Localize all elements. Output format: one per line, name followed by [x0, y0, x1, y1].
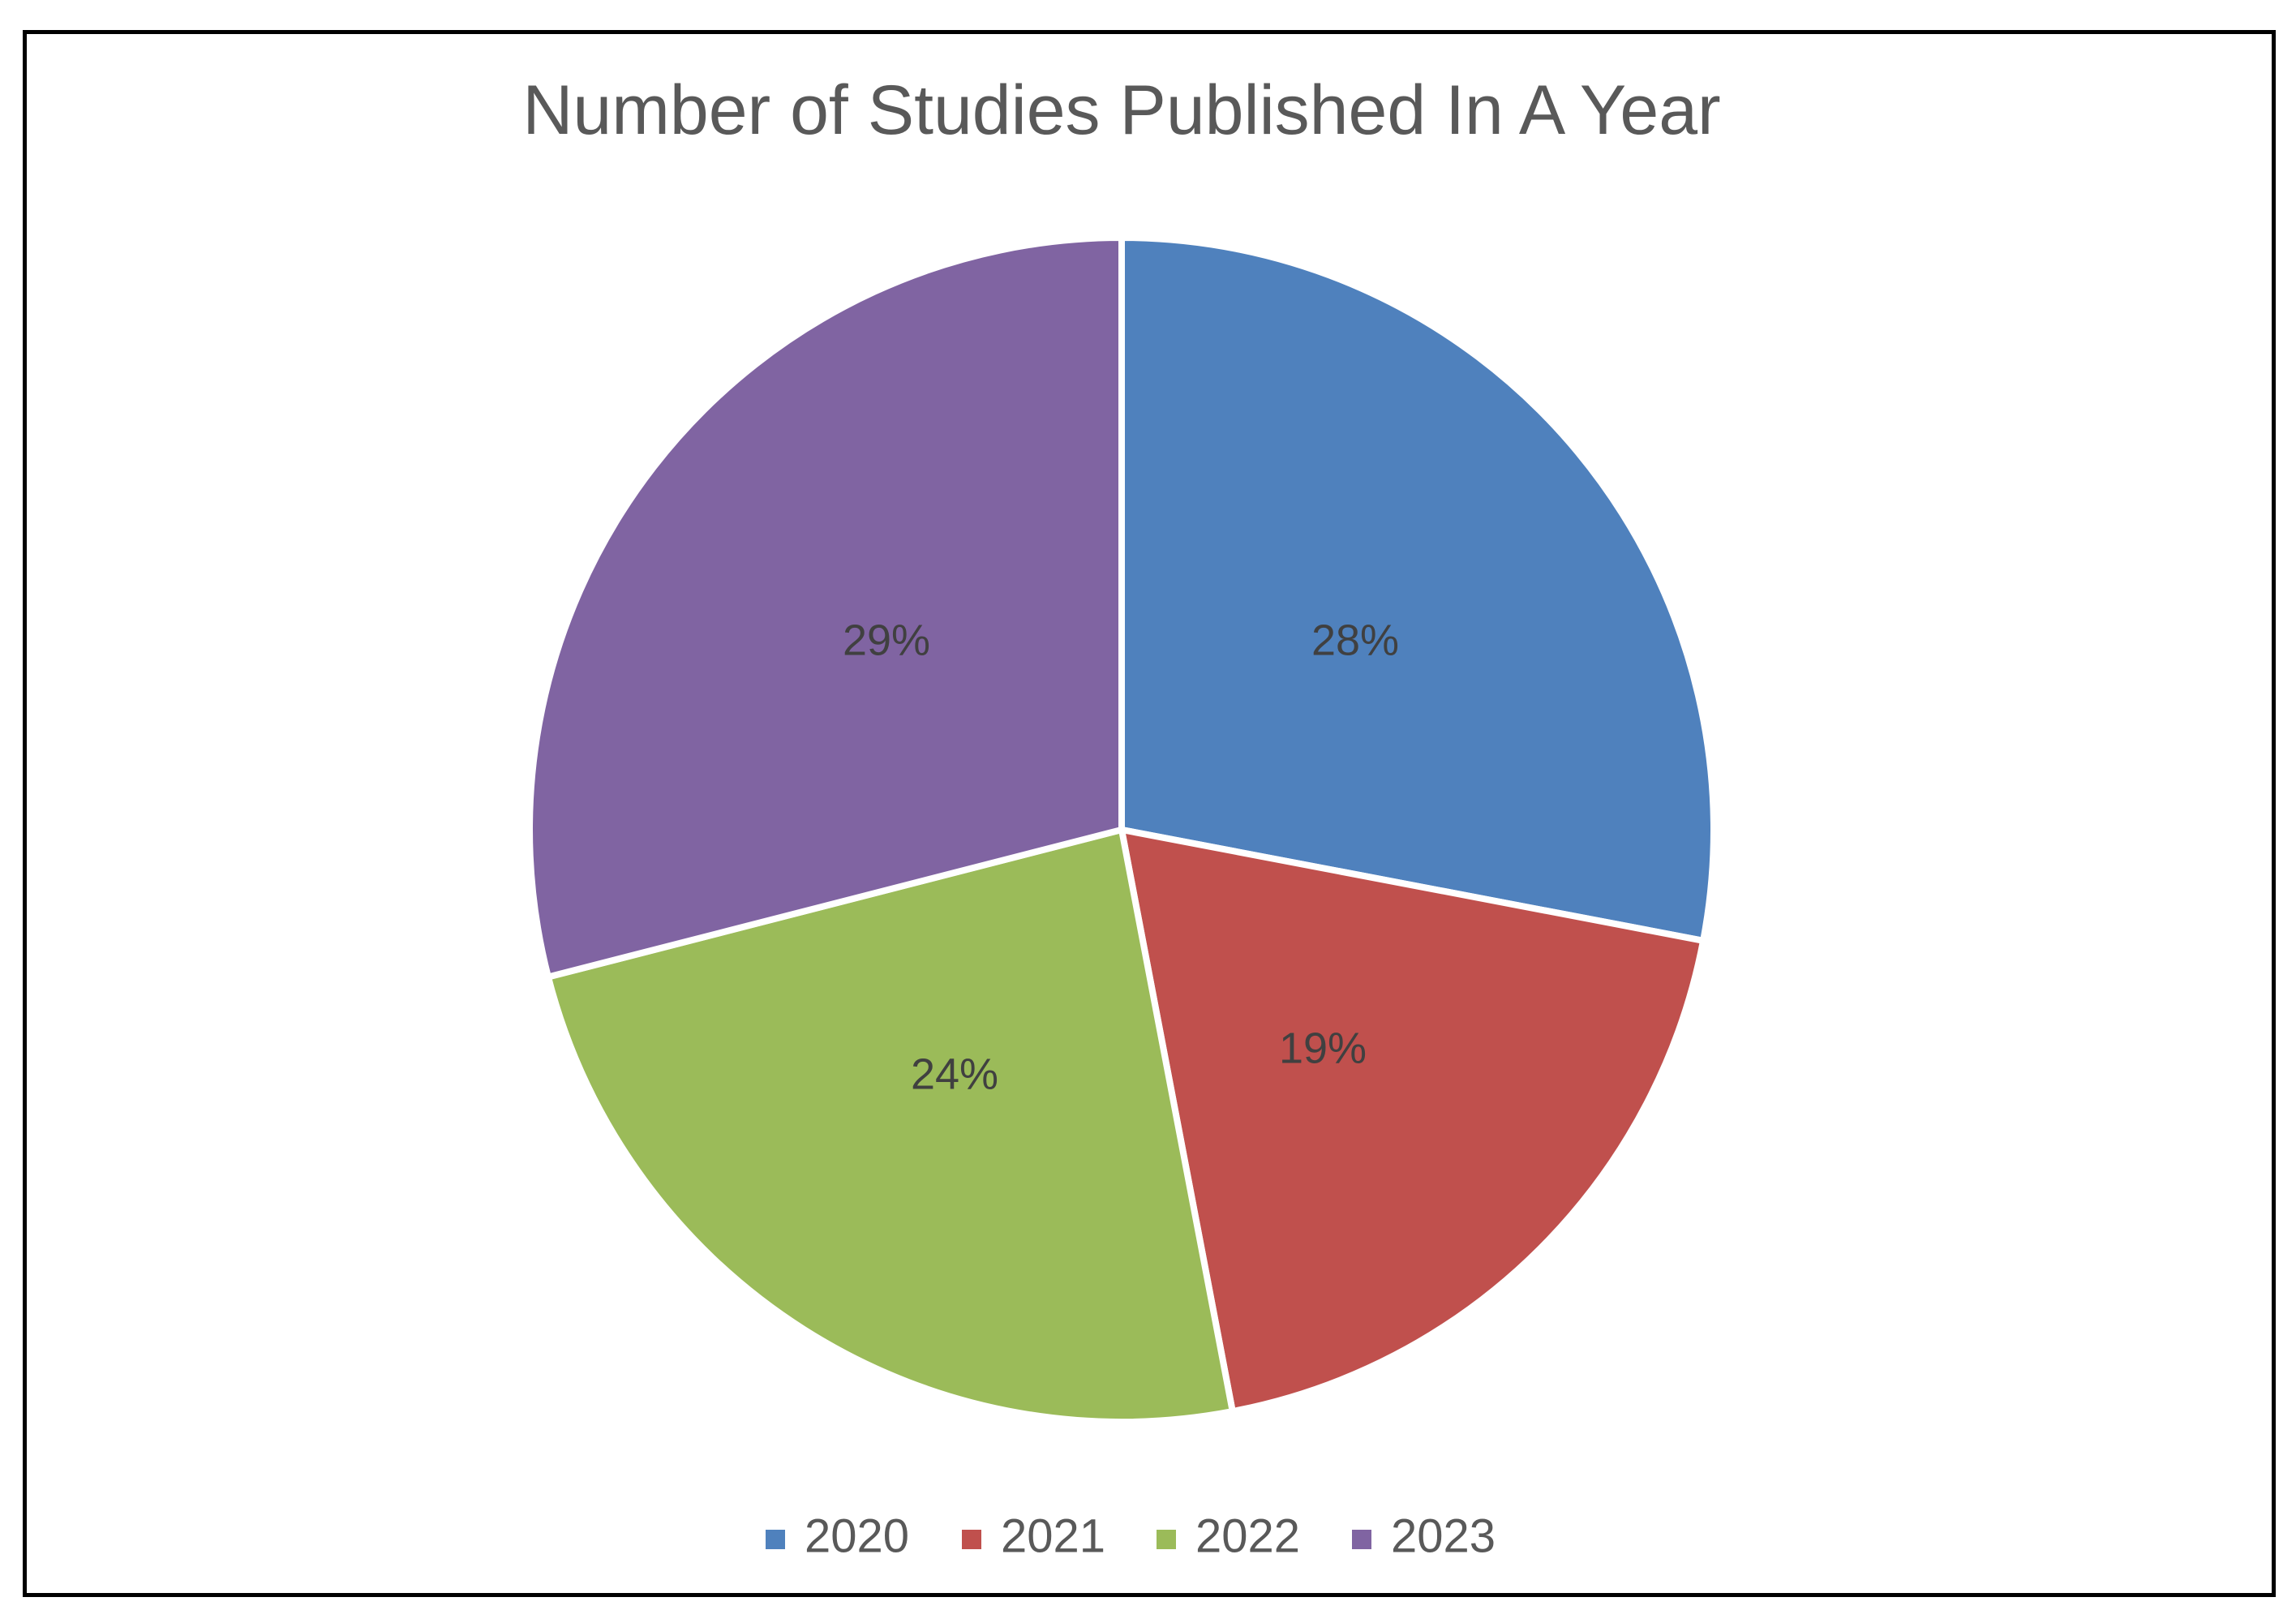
legend-label-2022: 2022: [1195, 1509, 1300, 1562]
legend-swatch-2022: [1157, 1530, 1176, 1549]
pie-slices: [526, 234, 1717, 1425]
pie-slice-2022: [544, 827, 1236, 1425]
legend-swatch-2021: [962, 1530, 981, 1549]
pie-slice-2023: [526, 234, 1125, 981]
slice-label-2023: 29%: [843, 616, 930, 664]
legend-label-2021: 2021: [1001, 1509, 1105, 1562]
legend-label-2023: 2023: [1391, 1509, 1496, 1562]
slice-label-2022: 24%: [911, 1050, 998, 1098]
slice-label-2020: 28%: [1311, 616, 1399, 664]
slice-labels: 28% 19% 24% 29%: [843, 616, 1399, 1098]
legend-item-2020: 2020: [766, 1509, 909, 1562]
pie-slice-2020: [1118, 234, 1717, 944]
slice-label-2021: 19%: [1279, 1024, 1367, 1072]
legend-item-2021: 2021: [962, 1509, 1105, 1562]
legend-label-2020: 2020: [805, 1509, 909, 1562]
chart-title: Number of Studies Published In A Year: [522, 71, 1720, 149]
legend-item-2023: 2023: [1352, 1509, 1496, 1562]
legend-item-2022: 2022: [1157, 1509, 1300, 1562]
legend: 2020 2021 2022 2023: [766, 1509, 1496, 1562]
legend-swatch-2023: [1352, 1530, 1371, 1549]
legend-swatch-2020: [766, 1530, 785, 1549]
pie-slice-2021: [1118, 827, 1707, 1415]
